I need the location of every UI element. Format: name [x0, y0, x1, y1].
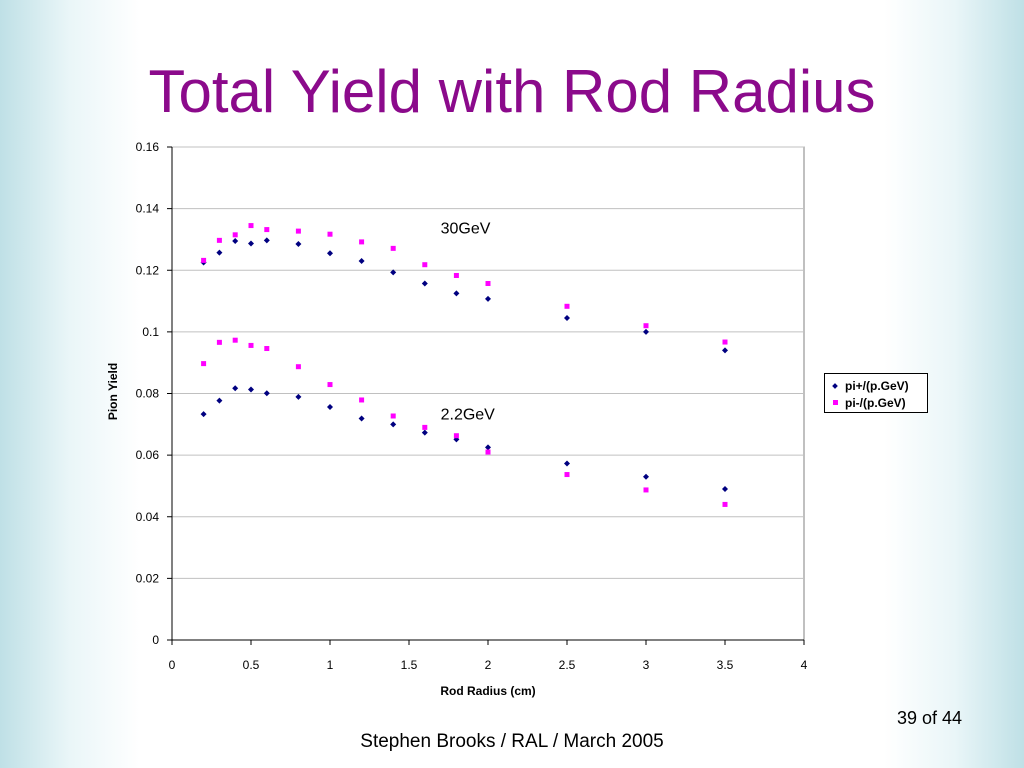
y-tick-label: 0.02 — [136, 571, 160, 585]
data-point-pi-plus — [643, 328, 649, 335]
data-point-pi-minus — [643, 323, 649, 329]
x-tick-label: 3 — [643, 658, 650, 672]
data-point-pi-plus — [453, 290, 460, 297]
data-point-pi-minus — [232, 337, 238, 343]
y-axis-title: Pion Yield — [106, 363, 120, 420]
data-point-pi-plus — [722, 486, 728, 493]
x-tick-label: 4 — [801, 658, 808, 672]
data-point-pi-plus — [263, 390, 270, 397]
data-point-pi-minus — [201, 257, 207, 263]
data-point-pi-plus — [564, 315, 570, 322]
data-point-pi-plus — [200, 411, 207, 418]
data-point-pi-plus — [232, 385, 239, 392]
data-point-pi-plus — [327, 250, 333, 257]
data-point-pi-minus — [643, 487, 649, 493]
legend-square-marker — [829, 400, 841, 405]
data-point-pi-plus — [232, 237, 239, 244]
data-point-pi-plus — [421, 429, 428, 436]
data-point-pi-plus — [358, 258, 365, 265]
data-point-pi-plus — [643, 473, 649, 480]
data-point-pi-minus — [390, 413, 396, 419]
data-point-pi-plus — [390, 421, 397, 428]
data-point-pi-minus — [248, 342, 254, 348]
data-point-pi-minus — [359, 397, 365, 403]
data-point-pi-minus — [453, 272, 459, 278]
y-tick-label: 0.14 — [136, 202, 160, 216]
data-point-pi-minus — [422, 262, 428, 268]
legend-item-pi-plus: pi+/(p.GeV) — [829, 377, 923, 394]
data-point-pi-plus — [358, 415, 365, 422]
data-point-pi-plus — [390, 269, 397, 276]
chart-legend: pi+/(p.GeV) pi-/(p.GeV) — [824, 373, 928, 413]
data-point-pi-plus — [295, 241, 302, 248]
data-point-pi-minus — [295, 364, 301, 370]
data-point-pi-plus — [216, 249, 223, 256]
x-axis-title: Rod Radius (cm) — [440, 684, 535, 698]
data-point-pi-minus — [216, 237, 222, 243]
data-point-pi-minus — [216, 339, 222, 345]
data-point-pi-minus — [327, 231, 333, 237]
data-point-pi-minus — [722, 501, 728, 507]
data-point-pi-minus — [422, 424, 428, 430]
y-tick-label: 0 — [152, 633, 159, 647]
y-tick-label: 0.16 — [136, 140, 160, 154]
chart-annotation: 2.2GeV — [441, 407, 496, 424]
y-tick-label: 0.08 — [136, 387, 160, 401]
data-point-pi-plus — [248, 386, 254, 393]
y-tick-label: 0.12 — [136, 263, 160, 277]
data-point-pi-minus — [485, 449, 491, 455]
chart-annotation: 30GeV — [441, 220, 491, 237]
data-point-pi-plus — [327, 404, 333, 411]
data-point-pi-minus — [327, 382, 333, 388]
data-point-pi-plus — [295, 393, 302, 400]
legend-item-pi-minus: pi-/(p.GeV) — [829, 394, 923, 411]
data-point-pi-minus — [564, 303, 570, 309]
x-tick-label: 1.5 — [401, 658, 418, 672]
slide-title: Total Yield with Rod Radius — [148, 58, 876, 125]
legend-label-pi-minus: pi-/(p.GeV) — [845, 395, 906, 410]
data-point-pi-minus — [564, 472, 570, 478]
data-point-pi-minus — [453, 433, 459, 439]
legend-label-pi-plus: pi+/(p.GeV) — [845, 378, 909, 393]
x-tick-label: 2.5 — [559, 658, 576, 672]
data-point-pi-plus — [263, 237, 270, 244]
data-point-pi-minus — [390, 245, 396, 251]
data-point-pi-plus — [722, 347, 728, 354]
data-point-pi-minus — [232, 232, 238, 238]
x-tick-label: 0.5 — [243, 658, 260, 672]
x-tick-label: 2 — [485, 658, 492, 672]
data-point-pi-plus — [485, 444, 491, 451]
data-point-pi-plus — [421, 280, 428, 287]
slide-footer: Stephen Brooks / RAL / March 2005 — [360, 731, 664, 752]
data-point-pi-minus — [264, 346, 270, 352]
data-point-pi-plus — [564, 460, 570, 467]
data-point-pi-minus — [201, 361, 207, 367]
data-point-pi-minus — [248, 223, 254, 229]
data-point-pi-plus — [248, 240, 254, 247]
data-point-pi-minus — [485, 280, 491, 286]
y-tick-label: 0.1 — [142, 325, 159, 339]
data-point-pi-plus — [216, 397, 223, 404]
x-tick-label: 3.5 — [717, 658, 734, 672]
x-tick-label: 1 — [327, 658, 334, 672]
y-tick-label: 0.06 — [136, 448, 160, 462]
data-point-pi-plus — [485, 295, 491, 302]
data-point-pi-minus — [722, 339, 728, 345]
data-point-pi-minus — [359, 239, 365, 245]
x-tick-label: 0 — [169, 658, 176, 672]
y-tick-label: 0.04 — [136, 510, 160, 524]
legend-diamond-marker — [829, 382, 841, 389]
page-number: 39 of 44 — [896, 708, 962, 728]
data-point-pi-minus — [264, 227, 270, 233]
data-point-pi-minus — [295, 228, 301, 234]
